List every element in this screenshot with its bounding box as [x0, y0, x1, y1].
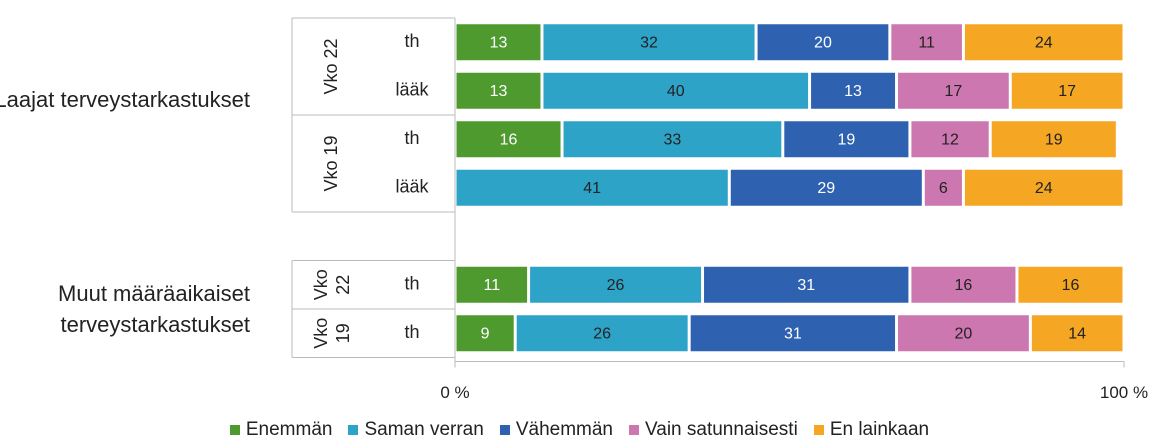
subgroup-label: Vko 22	[311, 269, 353, 300]
bar-segment	[1018, 266, 1123, 303]
bar-segment	[456, 24, 541, 61]
bar-segment	[563, 121, 782, 158]
subgroup-label: Vko 19	[311, 318, 353, 349]
bar-segment	[911, 266, 1016, 303]
data-label: 20	[814, 34, 832, 51]
category-label: lääk	[395, 80, 429, 100]
data-label: 16	[955, 277, 973, 294]
category-label: th	[404, 322, 419, 342]
data-label: 32	[640, 34, 658, 51]
legend-item: Vain satunnaisesti	[629, 419, 798, 441]
bar-segment	[1011, 72, 1123, 109]
bar-segment	[784, 121, 909, 158]
bar-segment	[991, 121, 1116, 158]
bar-segment	[964, 24, 1123, 61]
legend-swatch	[813, 425, 824, 435]
legend-item: En lainkaan	[813, 419, 930, 441]
bar-segment	[704, 266, 909, 303]
bar-segment	[456, 121, 561, 158]
bar-segment	[757, 24, 889, 61]
subgroup-label: Vko 22	[321, 38, 341, 94]
data-label: 17	[945, 83, 963, 100]
legend-swatch	[348, 425, 359, 435]
data-label: 13	[844, 83, 862, 100]
data-label: 20	[955, 325, 973, 342]
data-label: 16	[500, 131, 518, 148]
data-label: 33	[664, 131, 682, 148]
category-label: lääk	[395, 177, 429, 197]
category-label: th	[404, 128, 419, 148]
legend-item: Vähemmän	[499, 419, 613, 441]
bar-segment	[516, 315, 688, 352]
data-label: 19	[1045, 131, 1063, 148]
group-label: Muut määräaikaiset terveystarkastukset	[58, 281, 250, 337]
bar-segment	[456, 169, 728, 206]
legend-label: Vähemmän	[515, 419, 613, 440]
bar-segment	[456, 266, 528, 303]
data-label: 29	[817, 180, 835, 197]
category-label: th	[404, 31, 419, 51]
bar-segment	[911, 121, 989, 158]
data-label: 40	[667, 83, 685, 100]
x-tick-label: 0 %	[440, 383, 469, 402]
data-label: 41	[583, 180, 601, 197]
data-label: 12	[941, 131, 959, 148]
legend-item: Enemmän	[229, 419, 333, 441]
subgroup-label: Vko 19	[321, 135, 341, 191]
bar-segment	[898, 315, 1029, 352]
data-label: 6	[939, 180, 948, 197]
bar-segment	[898, 72, 1009, 109]
bar-segment	[964, 169, 1123, 206]
data-label: 26	[607, 277, 625, 294]
data-label: 31	[797, 277, 815, 294]
bar-segment	[690, 315, 896, 352]
legend-swatch	[629, 425, 639, 435]
bar-segment	[456, 315, 514, 352]
legend: Enemmän Saman verran Vähemmän Vain satunnai…	[0, 419, 1159, 441]
data-label: 16	[1062, 277, 1080, 294]
bar-segment	[543, 24, 755, 61]
data-label: 24	[1035, 34, 1053, 51]
data-label: 24	[1035, 180, 1053, 197]
legend-swatch	[499, 425, 510, 435]
data-label: 11	[918, 34, 935, 51]
bar-segment	[730, 169, 922, 206]
data-label: 13	[490, 34, 508, 51]
bar-segment	[456, 72, 541, 109]
data-label: 11	[483, 277, 500, 294]
data-label: 26	[593, 325, 611, 342]
data-label: 13	[490, 83, 508, 100]
legend-label: Enemmän	[245, 419, 333, 440]
data-label: 17	[1058, 83, 1076, 100]
legend-swatch	[229, 425, 240, 435]
bar-segment	[530, 266, 702, 303]
group-label: Laajat terveystarkastukset	[0, 87, 250, 112]
data-label: 14	[1068, 325, 1086, 342]
bar-segment	[1031, 315, 1123, 352]
legend-label: Vain satunnaisesti	[645, 419, 798, 440]
legend-label: En lainkaan	[829, 419, 930, 440]
bar-segment	[811, 72, 896, 109]
data-label: 9	[481, 325, 490, 342]
category-label: th	[404, 274, 419, 294]
data-label: 31	[784, 325, 802, 342]
x-tick-label: 100 %	[1100, 383, 1148, 402]
legend-item: Saman verran	[348, 419, 484, 441]
bar-segment	[891, 24, 962, 61]
bar-segment	[924, 169, 962, 206]
legend-label: Saman verran	[364, 419, 484, 440]
bar-segment	[543, 72, 809, 109]
data-label: 19	[837, 131, 855, 148]
